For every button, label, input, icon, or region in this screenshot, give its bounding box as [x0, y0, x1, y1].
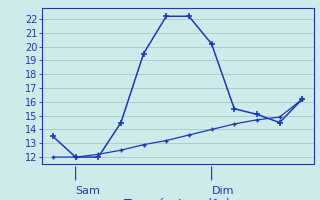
Text: Température (°c): Température (°c) [124, 198, 231, 200]
Text: Sam: Sam [76, 186, 100, 196]
Text: Dim: Dim [212, 186, 234, 196]
